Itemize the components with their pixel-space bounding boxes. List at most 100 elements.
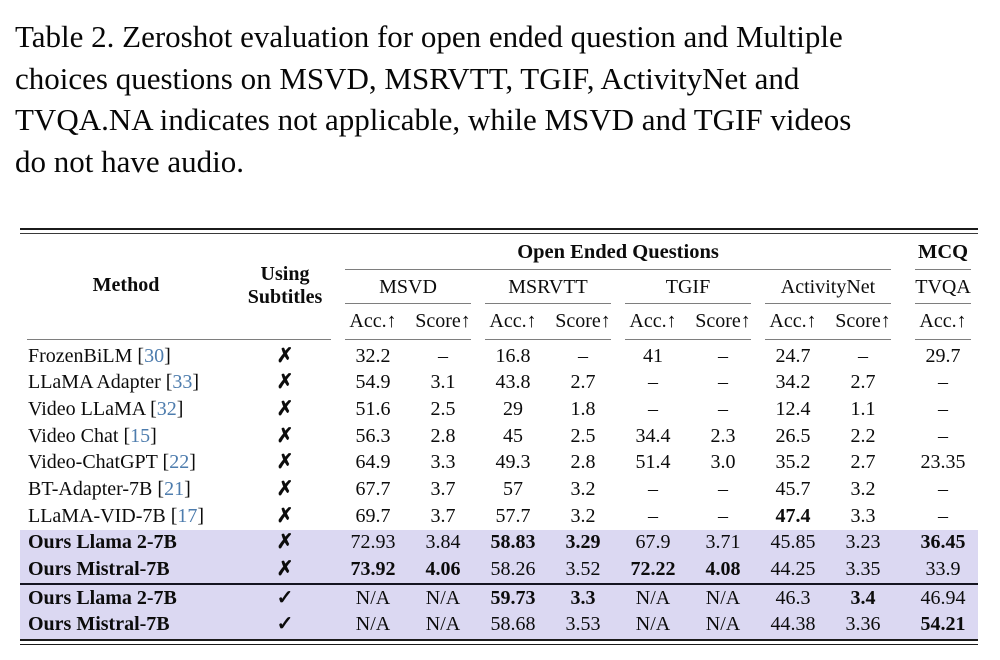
value-cell: 51.4 — [635, 451, 671, 474]
value-cell: 56.3 — [355, 424, 391, 447]
citation-link[interactable]: 17 — [177, 504, 198, 527]
column-gap — [898, 396, 908, 423]
value-cell: 57.7 — [495, 504, 531, 527]
value-cell: 43.8 — [495, 371, 531, 394]
dataset-header-tgif: TGIF — [665, 276, 711, 298]
value-cell: 45 — [503, 424, 523, 447]
value-cell: 2.2 — [850, 424, 876, 447]
value-cell: 29.7 — [925, 344, 961, 367]
method-cell: Ours Llama 2-7B — [20, 583, 232, 612]
citation-link[interactable]: 32 — [156, 397, 177, 420]
value-cell: 57 — [503, 478, 523, 501]
rule-row — [20, 301, 978, 307]
method-cell: BT-Adapter-7B [21] — [28, 478, 191, 501]
dataset-header-msrvtt: MSRVTT — [508, 276, 588, 298]
metric-header-acc: Acc.↑ — [629, 310, 677, 332]
value-cell: 12.4 — [775, 397, 811, 420]
cross-mark-icon: ✗ — [276, 531, 294, 554]
method-cell: Ours Mistral-7B — [28, 558, 170, 581]
value-cell: 3.53 — [565, 613, 601, 636]
value-cell: 3.7 — [430, 478, 456, 501]
caption-line: TVQA.NA indicates not applicable, while … — [15, 102, 852, 137]
method-cell: Video-ChatGPT [22] — [28, 451, 196, 474]
table-rule — [915, 303, 972, 304]
caption-line: Table 2. Zeroshot evaluation for open en… — [15, 19, 843, 54]
value-cell: N/A — [705, 613, 741, 636]
value-cell: – — [718, 344, 728, 367]
metric-header-acc: Acc.↑ — [489, 310, 537, 332]
open-ended-questions-header: Open Ended Questions — [517, 241, 719, 263]
table-row: Ours Mistral-7B ✗ 73.92 4.06 58.26 3.52 72.22 4… — [20, 556, 979, 585]
value-cell: 24.7 — [775, 344, 811, 367]
cross-mark-icon: ✗ — [276, 451, 294, 474]
value-cell: 34.4 — [635, 424, 671, 447]
value-cell: – — [938, 504, 949, 527]
cross-mark-icon: ✗ — [276, 558, 294, 581]
value-cell: – — [938, 371, 949, 394]
results-table: Method Using Subtitles Open Ended Questi… — [20, 234, 979, 639]
value-cell: N/A — [425, 613, 461, 636]
column-gap — [898, 450, 908, 477]
table-rule — [345, 339, 471, 340]
value-cell: 3.7 — [430, 504, 456, 527]
value-cell: 33.9 — [925, 558, 961, 581]
table-rule — [27, 339, 331, 340]
value-cell: 3.0 — [710, 451, 736, 474]
value-cell: – — [938, 424, 949, 447]
value-cell: 2.7 — [570, 371, 596, 394]
value-cell: 1.8 — [570, 397, 596, 420]
using-subtitles-header: Using Subtitles — [232, 234, 338, 337]
caption-line: do not have audio. — [15, 143, 245, 179]
citation-link[interactable]: 22 — [169, 451, 190, 474]
value-cell: 4.06 — [425, 558, 461, 581]
value-cell: 3.3 — [548, 583, 618, 612]
value-cell: 3.52 — [565, 558, 601, 581]
cross-mark-icon: ✗ — [276, 371, 294, 394]
value-cell: – — [938, 478, 949, 501]
rule-row — [20, 337, 978, 343]
value-cell: 49.3 — [495, 451, 531, 474]
table-rule — [765, 303, 892, 304]
value-cell: 32.2 — [355, 344, 391, 367]
cross-mark-icon: ✗ — [276, 504, 294, 527]
value-cell: 67.7 — [355, 478, 391, 501]
value-cell: 3.71 — [705, 531, 741, 554]
value-cell: N/A — [338, 583, 408, 612]
citation-link[interactable]: 33 — [172, 371, 193, 394]
citation-link[interactable]: 21 — [164, 478, 185, 501]
column-gap — [898, 557, 908, 585]
cross-mark-icon: ✗ — [276, 424, 294, 447]
table-caption: Table 2. Zeroshot evaluation for open en… — [15, 16, 851, 182]
table-top-rule — [20, 228, 978, 234]
cross-mark-icon: ✗ — [276, 397, 294, 420]
citation-link[interactable]: 15 — [130, 424, 151, 447]
value-cell: – — [718, 478, 728, 501]
value-cell: N/A — [618, 583, 688, 612]
value-cell: 51.6 — [355, 397, 391, 420]
table-row: BT-Adapter-7B [21] ✗ 67.7 3.7 57 3.2 – – 45.7 3.2… — [20, 476, 978, 503]
value-cell: 35.2 — [775, 451, 811, 474]
value-cell: 58.83 — [490, 531, 536, 554]
rule-row — [20, 267, 978, 273]
table-row: Ours Llama 2-7B ✗ 72.93 3.84 58.83 3.29 67.9 3.… — [20, 529, 979, 557]
value-cell: 45.7 — [775, 478, 811, 501]
method-cell: Ours Llama 2-7B — [28, 531, 177, 554]
metric-header-score: Score↑ — [415, 310, 471, 332]
column-gap — [898, 370, 908, 397]
metric-header-score: Score↑ — [835, 310, 891, 332]
table-rule — [485, 339, 611, 340]
dataset-header-msvd: MSVD — [379, 276, 437, 298]
value-cell: – — [648, 371, 658, 394]
value-cell: N/A — [408, 583, 478, 612]
value-cell: 54.21 — [920, 613, 966, 636]
value-cell: 36.45 — [920, 531, 966, 554]
table-rule — [625, 303, 751, 304]
using-subtitles-line1: Using — [260, 262, 310, 285]
citation-link[interactable]: 30 — [144, 344, 165, 367]
value-cell: 3.2 — [850, 478, 876, 501]
table-rule — [345, 269, 892, 270]
table-rule — [625, 339, 751, 340]
header-group-row: Method Using Subtitles Open Ended Questi… — [20, 234, 978, 308]
table-row: Ours Mistral-7B ✓ N/A N/A 58.68 3.53 N/A N/A 44.… — [20, 611, 979, 639]
table-row: Video-ChatGPT [22] ✗ 64.9 3.3 49.3 2.8 51.4 3.0… — [20, 450, 978, 477]
